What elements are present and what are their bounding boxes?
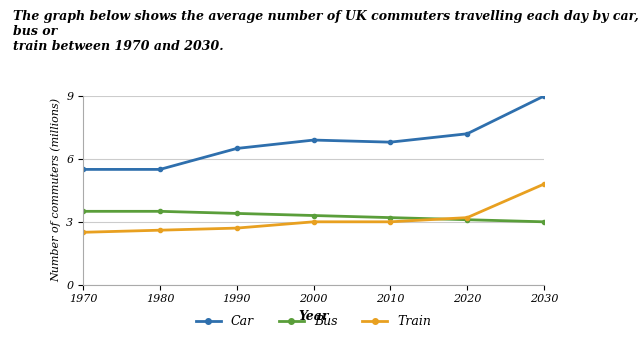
Text: The graph below shows the average number of UK commuters travelling each day by : The graph below shows the average number… (13, 10, 639, 53)
X-axis label: Year: Year (298, 310, 329, 323)
Legend: Car, Bus, Train: Car, Bus, Train (191, 310, 436, 333)
Y-axis label: Number of commuters (millions): Number of commuters (millions) (50, 98, 61, 282)
